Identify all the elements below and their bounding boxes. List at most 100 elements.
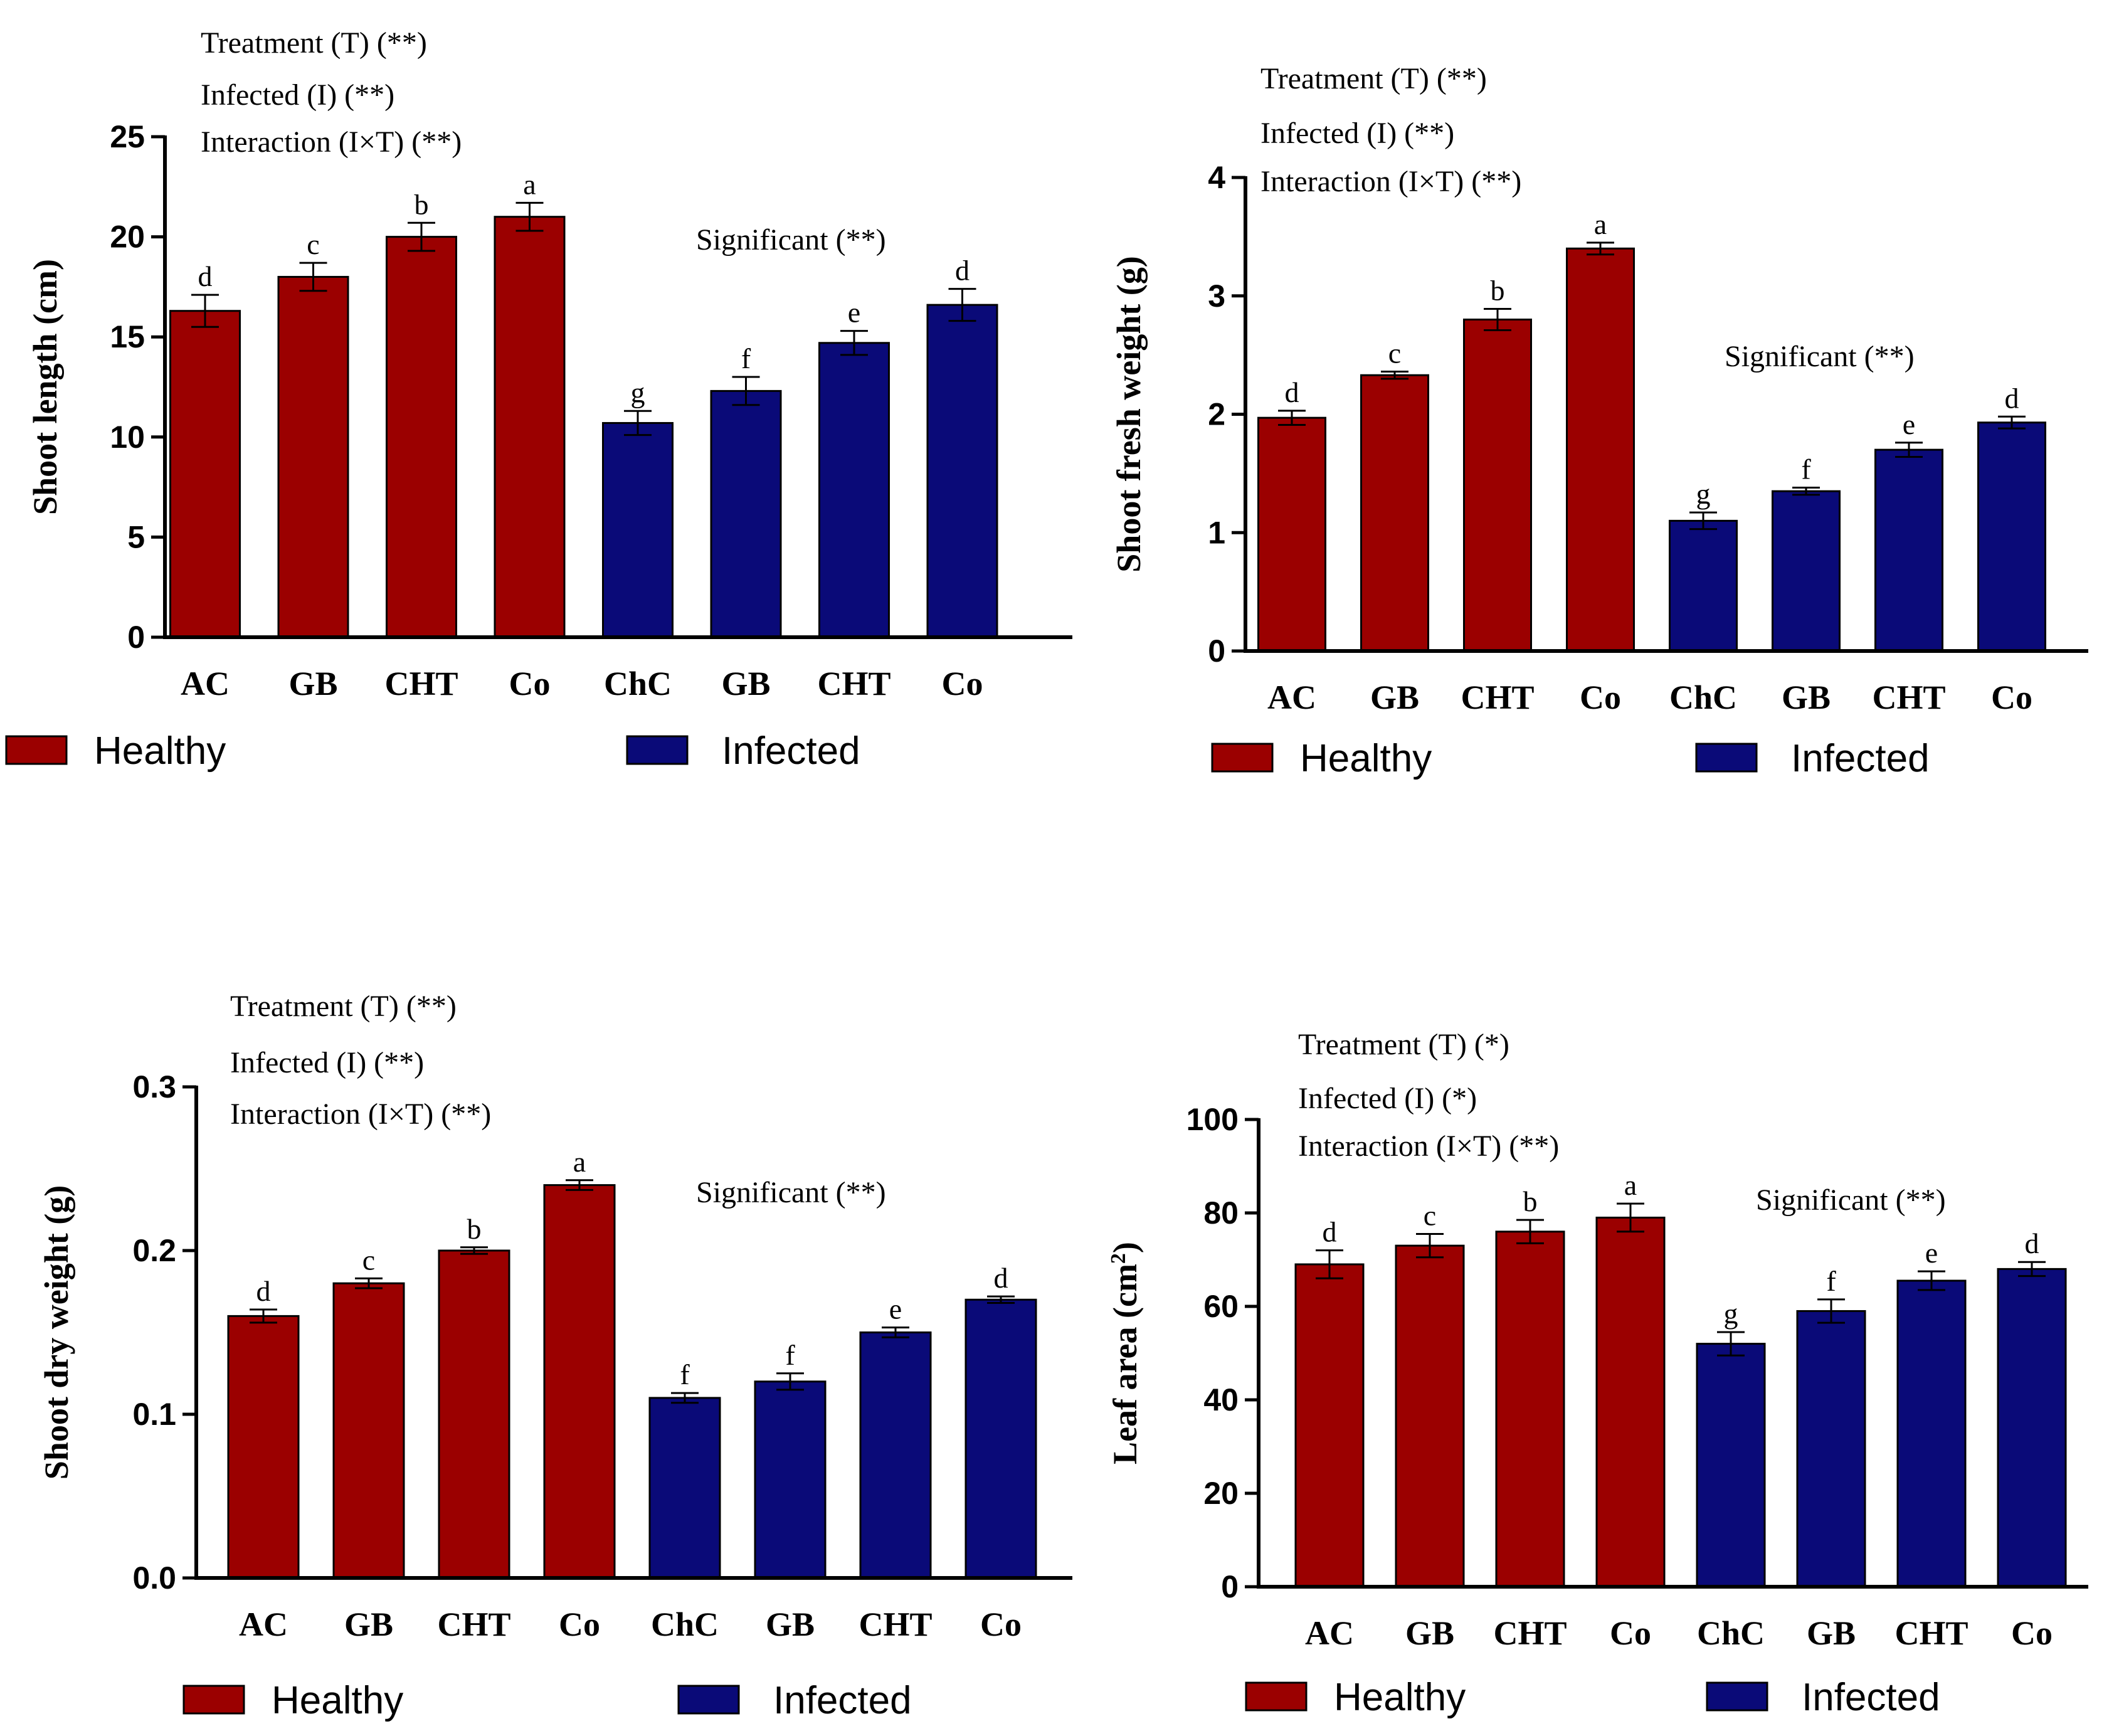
- legend-swatch-infected: [1695, 743, 1758, 773]
- x-tick-label: CHT: [437, 1606, 510, 1643]
- y-tick-label: 0.0: [132, 1560, 176, 1596]
- x-tick-label: GB: [1807, 1614, 1856, 1652]
- error-bar: [776, 1372, 804, 1391]
- error-bar: [2018, 1261, 2046, 1278]
- x-tick-label: GB: [1782, 679, 1831, 716]
- bar-healthy-0: [169, 310, 241, 638]
- y-tick-label: 20: [1203, 1476, 1239, 1511]
- bar-infected-5: [710, 389, 782, 638]
- legend-swatch-infected: [1706, 1681, 1768, 1712]
- legend: Healthy Infected: [182, 1679, 912, 1722]
- legend-swatch-healthy: [182, 1685, 245, 1715]
- significance-letter: c: [362, 1244, 375, 1276]
- significance-letter: d: [1323, 1216, 1337, 1248]
- legend-label-infected: Infected: [773, 1679, 912, 1722]
- stats-line: Infected (I) (**): [230, 1046, 424, 1079]
- stats-line: Treatment (T) (**): [201, 26, 427, 60]
- significance-label: Significant (**): [1756, 1183, 1946, 1217]
- bar-healthy-3: [1566, 247, 1635, 652]
- x-tick-label: GB: [1370, 679, 1419, 716]
- y-tick-label: 3: [1208, 278, 1225, 314]
- significance-letter: b: [1523, 1185, 1538, 1217]
- significance-label: Significant (**): [696, 223, 886, 257]
- error-bar: [671, 1392, 699, 1404]
- legend-label-healthy: Healthy: [1300, 737, 1432, 780]
- bar-healthy-0: [1294, 1263, 1365, 1588]
- bar-infected-6: [818, 342, 890, 638]
- error-bar: [566, 1179, 593, 1191]
- y-tick-label: 100: [1186, 1102, 1239, 1137]
- chart-leaf-area: d AC c GB b CHT a Co g ChC f GB e CHT d Co 0 20 40 60 80 100 L…: [1106, 1028, 2088, 1719]
- x-tick-label: Co: [980, 1606, 1022, 1643]
- stats-line: Interaction (I×T) (**): [230, 1098, 491, 1131]
- y-tick-label: 10: [110, 420, 145, 455]
- bar-healthy-0: [1257, 416, 1326, 652]
- significance-letter: d: [2005, 382, 2019, 414]
- bar-healthy-2: [386, 236, 457, 638]
- legend: Healthy Infected: [5, 729, 860, 773]
- stats-line: Interaction (I×T) (**): [201, 125, 462, 159]
- x-tick-label: CHT: [1894, 1614, 1968, 1652]
- bar-infected-7: [1977, 421, 2046, 652]
- x-tick-label: CHT: [384, 665, 458, 702]
- x-tick-label: Co: [2011, 1614, 2053, 1652]
- x-tick-label: CHT: [817, 665, 890, 702]
- x-tick-label: GB: [344, 1606, 393, 1643]
- bar-healthy-1: [1360, 374, 1429, 652]
- stats-line: Infected (I) (**): [1260, 117, 1454, 150]
- x-tick-label: GB: [1405, 1614, 1454, 1652]
- y-axis-label: Shoot dry weight (g): [38, 1185, 75, 1480]
- y-tick-label: 25: [110, 119, 145, 154]
- error-bar: [408, 221, 435, 252]
- significance-letter: d: [2025, 1227, 2039, 1259]
- error-bar: [299, 262, 327, 292]
- stats-line: Interaction (I×T) (**): [1298, 1130, 1559, 1163]
- bar-healthy-1: [332, 1282, 405, 1579]
- significance-letter: f: [680, 1358, 690, 1390]
- significance-letter: f: [741, 342, 751, 374]
- error-bar: [1516, 1219, 1544, 1244]
- x-tick-label: AC: [181, 665, 230, 702]
- bar-healthy-1: [1395, 1244, 1465, 1588]
- significance-letter: e: [1903, 408, 1915, 440]
- y-tick-label: 80: [1203, 1195, 1239, 1231]
- legend-swatch-healthy: [1245, 1681, 1308, 1712]
- error-bar: [355, 1277, 383, 1289]
- error-bar: [1416, 1233, 1444, 1259]
- bar-infected-4: [648, 1397, 721, 1579]
- error-bar: [1792, 487, 1820, 496]
- y-axis-label: Shoot length (cm): [26, 259, 64, 515]
- error-bar: [1998, 415, 2026, 430]
- significance-letter: e: [848, 297, 860, 329]
- significance-letter: g: [1696, 478, 1711, 510]
- x-tick-label: Co: [1991, 679, 2032, 716]
- bar-infected-7: [1997, 1268, 2067, 1588]
- x-tick-label: ChC: [1697, 1614, 1765, 1652]
- stats-line: Interaction (I×T) (**): [1260, 165, 1521, 198]
- significance-letter: b: [467, 1213, 482, 1245]
- stats-line: Infected (I) (**): [201, 78, 394, 112]
- bar-healthy-3: [543, 1184, 616, 1579]
- y-axis-label: Leaf area (cm2): [1106, 1242, 1144, 1464]
- bar-infected-4: [602, 421, 674, 638]
- significance-letter: g: [631, 376, 645, 408]
- y-tick-label: 15: [110, 319, 145, 354]
- stats-line: Treatment (T) (**): [230, 990, 457, 1023]
- error-bar: [191, 294, 219, 328]
- legend-label-healthy: Healthy: [272, 1679, 403, 1722]
- significance-letter: d: [256, 1275, 271, 1307]
- bar-healthy-1: [277, 275, 349, 638]
- error-bar: [1381, 371, 1408, 380]
- significance-letter: b: [415, 188, 429, 220]
- bar-infected-6: [1874, 448, 1943, 652]
- y-tick-label: 0: [127, 620, 145, 655]
- x-tick-label: CHT: [1461, 679, 1534, 716]
- error-bar: [460, 1246, 488, 1255]
- x-tick-label: ChC: [1669, 679, 1737, 716]
- x-tick-label: Co: [1610, 1614, 1651, 1652]
- y-tick-label: 20: [110, 220, 145, 255]
- significance-letter: d: [955, 255, 970, 287]
- bar-infected-6: [1896, 1279, 1967, 1588]
- y-tick-label: 5: [127, 519, 145, 554]
